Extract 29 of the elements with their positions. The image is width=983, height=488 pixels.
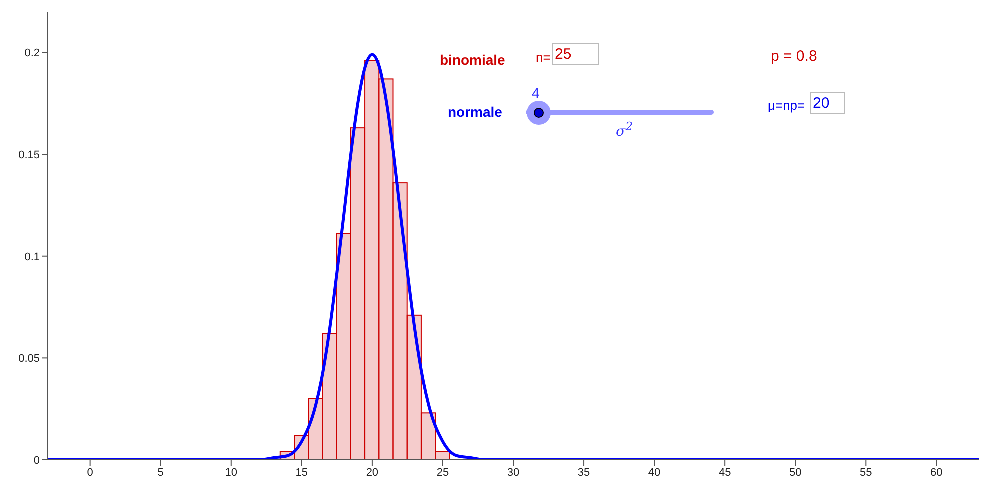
x-tick-label: 40 — [648, 466, 661, 479]
input-field: 25 — [552, 43, 599, 65]
annotation: σ$^{2}$ — [616, 119, 633, 140]
x-tick-label: 30 — [507, 466, 520, 479]
x-tick-label: 5 — [158, 466, 164, 479]
x-tick-label: 55 — [860, 466, 872, 479]
annotation: 20 — [813, 95, 830, 112]
annotation: normale — [448, 104, 502, 120]
x-tick-label: 0 — [87, 466, 94, 479]
annotation: p = 0.8 — [771, 48, 818, 65]
x-tick-label: 25 — [436, 466, 450, 479]
annotation: n= — [536, 50, 551, 65]
annotation: 25 — [555, 46, 572, 63]
x-tick-label: 10 — [225, 466, 238, 479]
y-tick-label: 0.15 — [18, 149, 40, 162]
y-tick-label: 0.1 — [24, 251, 40, 264]
annotation: binomiale — [440, 52, 506, 68]
x-tick-label: 35 — [578, 466, 590, 479]
x-tick-label: 20 — [366, 466, 379, 479]
x-tick-label: 60 — [930, 466, 943, 479]
y-tick-label: 0.05 — [18, 353, 40, 366]
y-tick-label: 0.2 — [24, 48, 40, 60]
x-tick-label: 15 — [296, 466, 308, 479]
annotation: 4 — [532, 85, 540, 101]
x-tick-label: 50 — [789, 466, 802, 479]
y-tick-label: 0 — [34, 454, 40, 467]
input-field: 20 — [810, 92, 845, 114]
annotation: μ=np= — [768, 98, 806, 113]
x-tick-label: 45 — [718, 466, 732, 479]
